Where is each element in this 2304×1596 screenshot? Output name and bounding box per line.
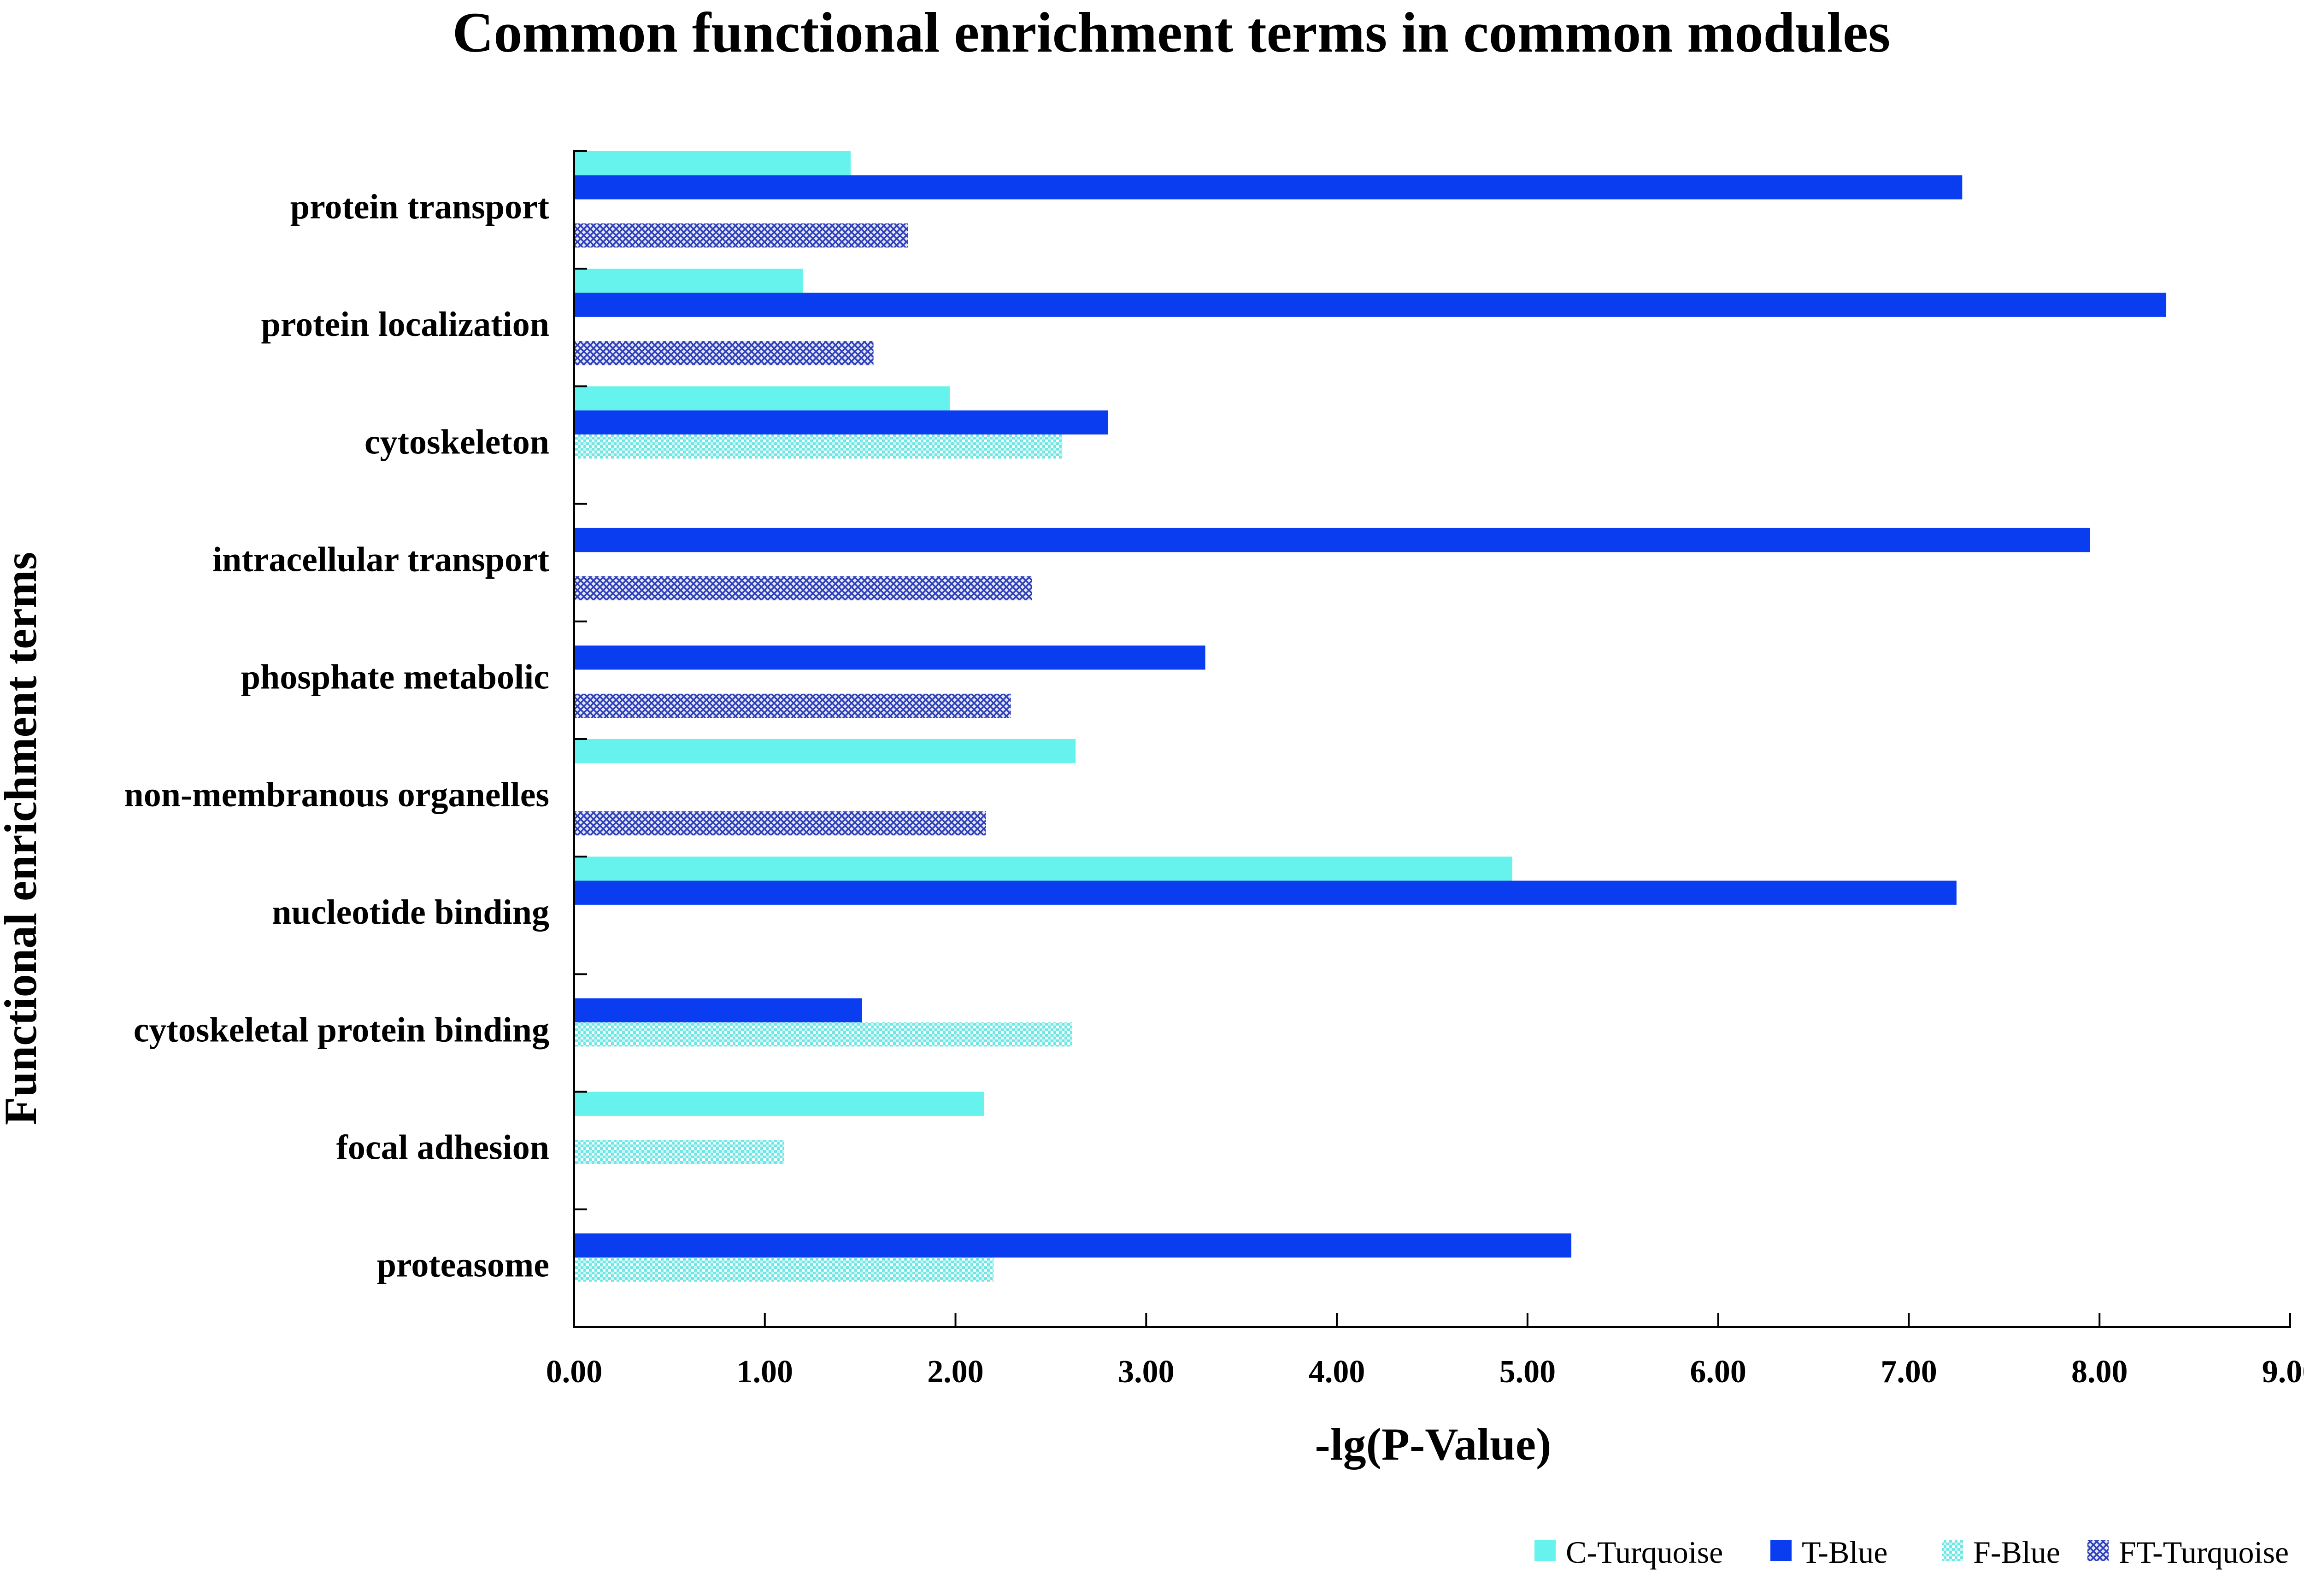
legend-swatch-t-blue bbox=[1770, 1540, 1792, 1561]
bar-c-turquoise-focal-adhesion bbox=[574, 1091, 984, 1116]
bar-t-blue-proteasome bbox=[574, 1233, 1572, 1258]
x-tick-label: 3.00 bbox=[1118, 1354, 1175, 1390]
bar-t-blue-intracellular-transport bbox=[574, 528, 2090, 552]
bar-f-blue-focal-adhesion bbox=[574, 1140, 784, 1164]
x-tick-label: 2.00 bbox=[927, 1354, 984, 1390]
bar-ft-turquoise-protein-localization bbox=[574, 341, 874, 365]
bar-ft-turquoise-non-membranous-organelles bbox=[574, 811, 986, 836]
x-tick-label: 0.00 bbox=[546, 1354, 603, 1390]
y-axis-title: Functional enrichment terms bbox=[0, 552, 46, 1125]
bar-t-blue-phosphate-metabolic bbox=[574, 645, 1205, 670]
legend: C-Turquoise T-Blue F-Blue FT-Turquoise bbox=[1534, 1535, 2289, 1570]
y-tick-label: phosphate metabolic bbox=[241, 658, 549, 697]
x-tick-label: 4.00 bbox=[1309, 1354, 1365, 1390]
bar-f-blue-cytoskeletal-protein-binding bbox=[574, 1022, 1072, 1047]
legend-swatch-c-turquoise bbox=[1534, 1540, 1556, 1561]
y-tick-label: protein transport bbox=[290, 188, 549, 226]
y-tick-label: cytoskeletal protein binding bbox=[134, 1010, 549, 1049]
x-tick-label: 1.00 bbox=[737, 1354, 793, 1390]
bar-t-blue-cytoskeleton bbox=[574, 410, 1108, 435]
x-tick-label: 8.00 bbox=[2071, 1354, 2128, 1390]
bar-ft-turquoise-phosphate-metabolic bbox=[574, 693, 1011, 718]
y-tick-label: nucleotide binding bbox=[272, 893, 549, 932]
bar-c-turquoise-protein-transport bbox=[574, 151, 851, 176]
legend-label-f-blue: F-Blue bbox=[1973, 1535, 2060, 1570]
plot-area: protein transport protein localization cyt… bbox=[124, 150, 2304, 1390]
y-tick-label: cytoskeleton bbox=[364, 422, 549, 461]
x-tick-label: 5.00 bbox=[1499, 1354, 1556, 1390]
legend-swatch-f-blue bbox=[1942, 1540, 1963, 1561]
legend-label-t-blue: T-Blue bbox=[1802, 1535, 1887, 1570]
bar-f-blue-cytoskeleton bbox=[574, 434, 1063, 459]
x-tick-label: 9.00 bbox=[2262, 1354, 2304, 1390]
legend-label-ft-turquoise: FT-Turquoise bbox=[2119, 1535, 2289, 1570]
chart-title: Common functional enrichment terms in co… bbox=[453, 1, 1890, 64]
bar-ft-turquoise-intracellular-transport bbox=[574, 576, 1032, 600]
bar-c-turquoise-protein-localization bbox=[574, 269, 803, 293]
y-tick-label: protein localization bbox=[261, 305, 549, 344]
bar-c-turquoise-cytoskeleton bbox=[574, 386, 950, 411]
y-tick-label: non-membranous organelles bbox=[124, 775, 549, 814]
x-tick-label: 7.00 bbox=[1881, 1354, 1937, 1390]
bar-t-blue-protein-transport bbox=[574, 175, 1963, 200]
bar-c-turquoise-nucleotide-binding bbox=[574, 857, 1512, 881]
y-tick-label: focal adhesion bbox=[336, 1128, 549, 1167]
x-axis-title: -lg(P-Value) bbox=[1315, 1419, 1552, 1470]
bar-t-blue-cytoskeletal-protein-binding bbox=[574, 998, 862, 1023]
bar-ft-turquoise-protein-transport bbox=[574, 223, 908, 248]
bar-c-turquoise-non-membranous-organelles bbox=[574, 739, 1076, 763]
y-tick-label: intracellular transport bbox=[212, 540, 549, 579]
legend-label-c-turquoise: C-Turquoise bbox=[1566, 1535, 1723, 1570]
y-tick-label: proteasome bbox=[377, 1246, 549, 1285]
legend-swatch-ft-turquoise bbox=[2087, 1540, 2109, 1561]
x-tick-label: 6.00 bbox=[1690, 1354, 1746, 1390]
bar-f-blue-proteasome bbox=[574, 1257, 994, 1282]
bar-t-blue-nucleotide-binding bbox=[574, 880, 1957, 905]
bar-t-blue-protein-localization bbox=[574, 293, 2167, 317]
